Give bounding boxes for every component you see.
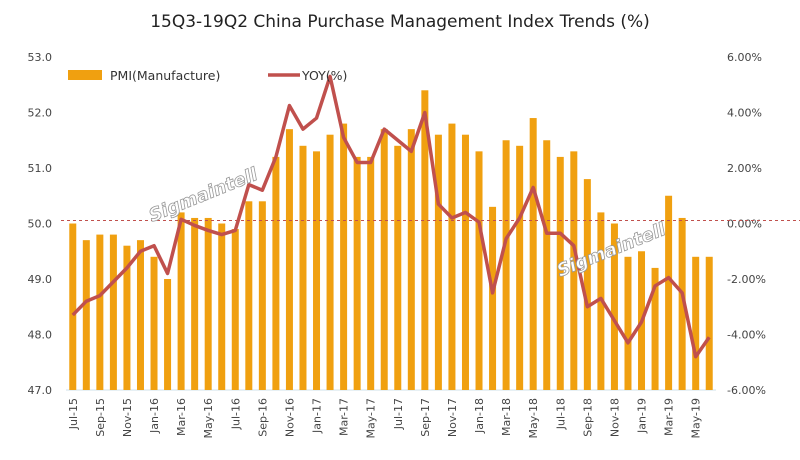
right-axis-tick-label: 4.00% [727, 107, 762, 120]
x-axis-tick-label: Jan-16 [148, 398, 161, 434]
pmi-bar [461, 134, 469, 390]
pmi-bar [69, 223, 77, 390]
pmi-bar [624, 256, 632, 390]
x-axis-tick-label: Jan-17 [311, 398, 324, 434]
pmi-bar [164, 279, 172, 390]
pmi-bar [367, 156, 375, 390]
x-axis-tick-label: Jul-16 [229, 398, 242, 430]
chart-title: 15Q3-19Q2 China Purchase Management Inde… [150, 12, 650, 32]
x-axis-tick-label: Jan-19 [636, 398, 649, 434]
pmi-bar [96, 234, 104, 390]
x-axis-tick-label: Mar-19 [663, 398, 676, 436]
pmi-bar [421, 90, 429, 391]
pmi-bar [475, 151, 483, 390]
left-axis-tick-label: 53.0 [28, 51, 53, 64]
right-axis-tick-label: -2.00% [727, 273, 766, 286]
legend-label-pmi: PMI(Manufacture) [110, 68, 220, 83]
pmi-bar [665, 195, 673, 390]
pmi-bar [380, 129, 388, 390]
left-axis-tick-label: 47.0 [28, 384, 53, 397]
x-axis-tick-label: May-16 [202, 398, 215, 439]
pmi-bar [191, 217, 199, 390]
pmi-bar [692, 256, 700, 390]
pmi-bar [407, 129, 415, 390]
pmi-bar [610, 223, 618, 390]
x-axis-tick-label: Sep-17 [419, 398, 432, 437]
pmi-bar [204, 217, 212, 390]
x-axis-tick-label: Jul-17 [392, 398, 405, 430]
x-axis-tick-label: Sep-16 [256, 398, 269, 437]
left-axis-tick-label: 51.0 [28, 162, 53, 175]
pmi-bar [218, 223, 226, 390]
pmi-bar [82, 240, 90, 390]
pmi-bar [516, 145, 524, 390]
pmi-bar [678, 217, 686, 390]
pmi-bar [340, 123, 348, 390]
pmi-bar [583, 179, 591, 390]
pmi-bar [489, 206, 497, 390]
left-axis-tick-label: 49.0 [28, 273, 53, 286]
x-axis-tick-label: Mar-17 [338, 398, 351, 436]
right-axis-tick-label: 2.00% [727, 162, 762, 175]
right-axis-tick-label: -6.00% [727, 384, 766, 397]
x-axis-tick-label: May-19 [690, 398, 703, 439]
x-axis-tick-label: Jul-15 [67, 398, 80, 430]
x-axis-tick-label: Nov-18 [608, 398, 621, 437]
legend-label-yoy: YOY(%) [301, 68, 347, 83]
pmi-bar [109, 234, 117, 390]
pmi-bar [570, 151, 578, 390]
right-axis-tick-label: 0.00% [727, 218, 762, 231]
pmi-bar [448, 123, 456, 390]
pmi-bar [394, 145, 402, 390]
right-axis-tick-label: -4.00% [727, 329, 766, 342]
x-axis-tick-label: Sep-18 [581, 398, 594, 437]
pmi-bar [299, 145, 307, 390]
pmi-bar [705, 256, 713, 390]
x-axis-tick-label: Sep-15 [94, 398, 107, 437]
pmi-bar [326, 134, 334, 390]
x-axis-tick-label: Mar-18 [500, 398, 513, 436]
pmi-bar [177, 212, 185, 390]
left-axis-tick-label: 52.0 [28, 107, 53, 120]
pmi-bar [353, 156, 361, 390]
right-axis-tick-label: 6.00% [727, 51, 762, 64]
pmi-bar [502, 140, 510, 390]
pmi-bar [272, 156, 280, 390]
pmi-bar [651, 267, 659, 390]
legend-swatch-pmi [68, 70, 102, 80]
left-axis-tick-label: 48.0 [28, 329, 53, 342]
yoy-line [71, 74, 711, 359]
pmi-bar [245, 201, 253, 390]
pmi-bar [556, 156, 564, 390]
left-axis-tick-label: 50.0 [28, 218, 53, 231]
pmi-bar [258, 201, 266, 390]
x-axis-tick-label: Jul-18 [554, 398, 567, 430]
x-axis-tick-label: May-17 [365, 398, 378, 439]
pmi-bar [123, 245, 131, 390]
x-axis-tick-label: Nov-17 [446, 398, 459, 437]
pmi-bar [285, 129, 293, 390]
pmi-bar [529, 118, 537, 391]
x-axis-tick-label: Mar-16 [175, 398, 188, 436]
pmi-bar [434, 134, 442, 390]
x-axis-tick-label: May-18 [527, 398, 540, 439]
x-axis-tick-label: Jan-18 [473, 398, 486, 434]
x-axis-tick-label: Nov-16 [283, 398, 296, 437]
pmi-bar [313, 151, 321, 390]
pmi-bar [231, 229, 239, 390]
pmi-bar [136, 240, 144, 390]
x-axis-tick-label: Nov-15 [121, 398, 134, 437]
pmi-bar [150, 256, 158, 390]
pmi-bar [543, 140, 551, 390]
